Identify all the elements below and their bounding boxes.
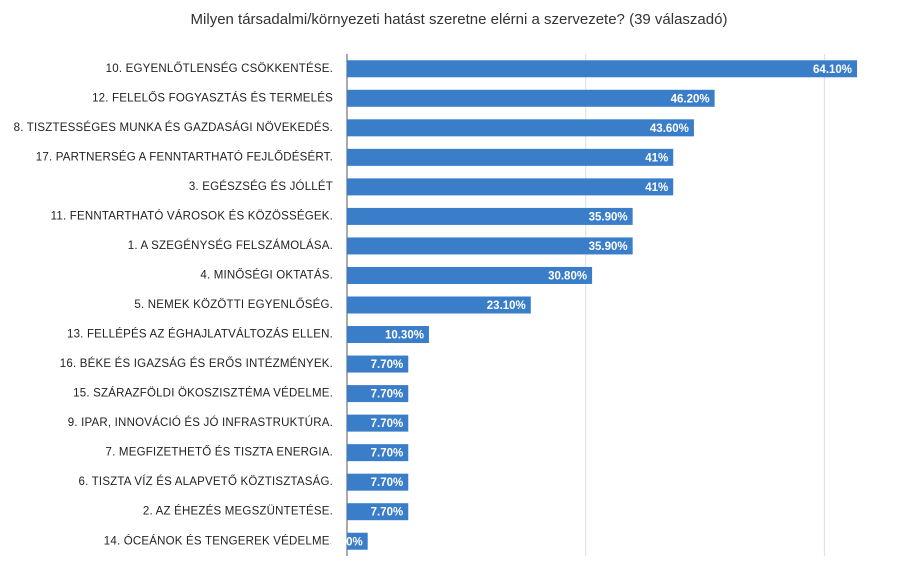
bar (347, 148, 674, 166)
value-label: 35.90% (589, 211, 628, 223)
value-label: 2.60% (330, 536, 363, 548)
bar (347, 266, 593, 284)
y-tick-label: 16. BÉKE ÉS IGAZSÁG ÉS ERŐS INTÉZMÉNYEK. (60, 356, 333, 370)
bar (347, 473, 409, 491)
value-label: 43.60% (650, 123, 689, 135)
chart-title: Milyen társadalmi/környezeti hatást szer… (191, 11, 728, 28)
bar (347, 207, 633, 225)
value-label: 7.70% (371, 477, 404, 489)
y-tick-label: 2. AZ ÉHEZÉS MEGSZÜNTETÉSE. (143, 505, 333, 518)
y-tick-label: 17. PARTNERSÉG A FENNTARTHATÓ FEJLŐDÉSÉR… (36, 149, 333, 163)
bar (347, 503, 409, 521)
bar (347, 89, 715, 107)
value-label: 7.70% (371, 359, 404, 371)
value-label: 10.30% (385, 330, 424, 342)
bar (347, 296, 531, 314)
bar (347, 326, 429, 344)
y-tick-label: 6. TISZTA VÍZ ÉS ALAPVETŐ KÖZTISZTASÁG. (79, 474, 333, 488)
bar (347, 385, 409, 403)
value-label: 41% (645, 152, 668, 164)
bar (347, 237, 633, 255)
value-label: 46.20% (671, 93, 710, 105)
value-label: 41% (645, 182, 668, 194)
y-tick-label: 13. FELLÉPÉS AZ ÉGHAJLATVÁLTOZÁS ELLEN. (67, 328, 333, 341)
value-label: 35.90% (589, 241, 628, 253)
y-tick-label: 10. EGYENLŐTLENSÉG CSÖKKENTÉSE. (106, 61, 333, 75)
value-label: 30.80% (548, 271, 587, 283)
y-tick-label: 12. FELELŐS FOGYASZTÁS ÉS TERMELÉS (92, 90, 333, 104)
bar (347, 444, 409, 462)
bar (347, 355, 409, 373)
value-label: 7.70% (371, 507, 404, 519)
y-tick-label: 9. IPAR, INNOVÁCIÓ ÉS JÓ INFRASTRUKTÚRA. (68, 416, 333, 429)
y-tick-label: 3. EGÉSZSÉG ÉS JÓLLÉT (189, 180, 333, 193)
value-label: 7.70% (371, 448, 404, 460)
y-tick-label: 1. A SZEGÉNYSÉG FELSZÁMOLÁSA. (128, 239, 333, 252)
y-tick-label: 14. ÓCEÁNOK ÉS TENGEREK VÉDELME. (104, 534, 333, 547)
y-tick-label: 7. MEGFIZETHETŐ ÉS TISZTA ENERGIA. (106, 445, 333, 459)
bar (347, 532, 368, 550)
value-label: 64.10% (813, 64, 852, 76)
bar (347, 178, 674, 196)
bar (347, 119, 694, 137)
y-tick-label: 8. TISZTESSÉGES MUNKA ÉS GAZDASÁGI NÖVEK… (14, 121, 333, 134)
y-tick-label: 15. SZÁRAZFÖLDI ÖKOSZISZTÉMA VÉDELME. (73, 387, 333, 400)
y-tick-label: 4. MINŐSÉGI OKTATÁS. (200, 268, 333, 282)
value-label: 7.70% (371, 389, 404, 401)
value-label: 7.70% (371, 418, 404, 430)
bar (347, 414, 409, 432)
value-label: 23.10% (487, 300, 526, 312)
y-tick-label: 11. FENNTARTHATÓ VÁROSOK ÉS KÖZÖSSÉGEK. (51, 209, 333, 222)
y-tick-label: 5. NEMEK KÖZÖTTI EGYENLŐSÉG. (134, 297, 333, 311)
bar (347, 60, 858, 78)
